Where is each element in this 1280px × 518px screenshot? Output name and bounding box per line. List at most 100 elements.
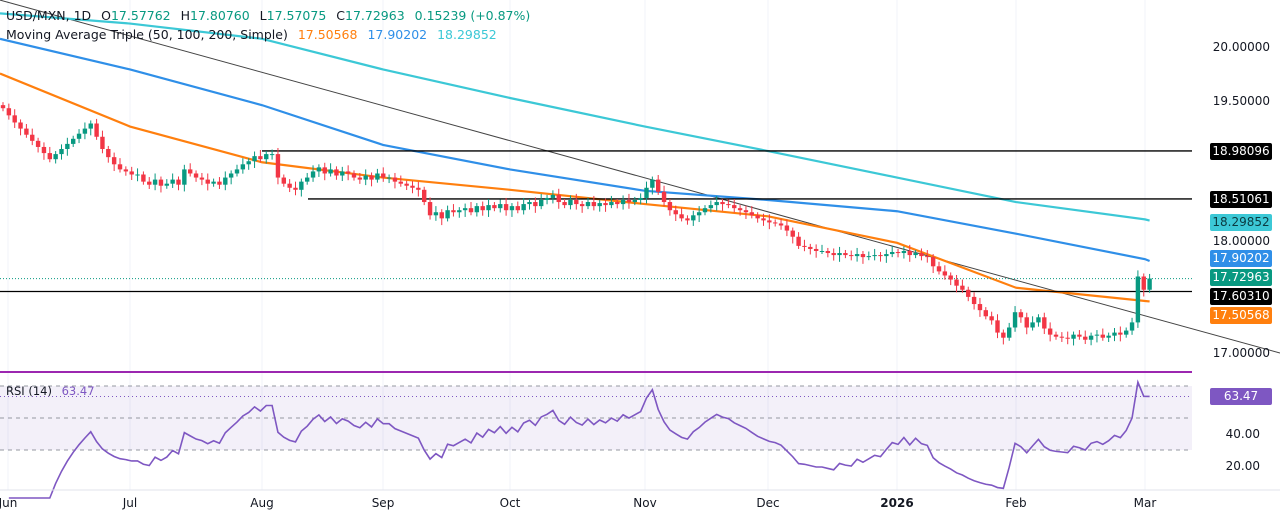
candle-body bbox=[117, 164, 123, 170]
rsi-line bbox=[8, 379, 1150, 499]
candle-body bbox=[457, 210, 462, 213]
candle-body bbox=[550, 194, 556, 198]
candle-body bbox=[310, 171, 316, 178]
candle-body bbox=[650, 179, 655, 188]
candle-body bbox=[784, 225, 790, 231]
candle-body bbox=[252, 156, 257, 162]
candle-body bbox=[1059, 336, 1065, 338]
candle-body bbox=[199, 177, 205, 180]
candle-body bbox=[737, 208, 743, 211]
candle-body bbox=[498, 204, 503, 209]
candle-body bbox=[275, 154, 281, 178]
candle-body bbox=[246, 161, 251, 165]
ma50-tag: 17.50568 bbox=[1210, 307, 1272, 324]
candle-body bbox=[410, 185, 415, 188]
level-tag-17-60: 17.60310 bbox=[1210, 288, 1272, 305]
candle-body bbox=[6, 108, 12, 116]
candle-body bbox=[94, 123, 99, 137]
candle-body bbox=[626, 200, 632, 203]
candle-body bbox=[433, 212, 439, 216]
candle-body bbox=[743, 210, 749, 213]
high-value: 17.80760 bbox=[190, 8, 250, 23]
candle-body bbox=[462, 208, 468, 211]
candle-body bbox=[1065, 337, 1070, 339]
candle-body bbox=[1047, 328, 1053, 335]
candle-body bbox=[919, 253, 924, 257]
candle-body bbox=[714, 202, 719, 206]
candle-body bbox=[451, 210, 456, 213]
candle-body bbox=[609, 202, 614, 206]
candle-body bbox=[925, 256, 930, 258]
ma200-value: 18.29852 bbox=[437, 27, 497, 42]
candle-body bbox=[948, 275, 953, 280]
candle-body bbox=[802, 245, 807, 247]
ma100-value: 17.90202 bbox=[367, 27, 428, 42]
candle-body bbox=[386, 177, 392, 179]
candle-body bbox=[445, 210, 450, 219]
low-label: L bbox=[259, 8, 267, 23]
candle-body bbox=[656, 179, 661, 192]
candle-body bbox=[106, 149, 111, 158]
candle-body bbox=[673, 210, 678, 215]
candle-body bbox=[322, 167, 327, 174]
candle-body bbox=[796, 236, 801, 246]
candle-body bbox=[71, 138, 76, 144]
candle-body bbox=[299, 181, 304, 190]
candle-body bbox=[837, 253, 842, 256]
candle-body bbox=[147, 181, 152, 185]
candle-body bbox=[152, 179, 158, 185]
candle-body bbox=[562, 202, 567, 206]
candle-body bbox=[363, 175, 368, 180]
candle-body bbox=[1071, 334, 1076, 339]
candle-body bbox=[954, 279, 959, 286]
candle-body bbox=[287, 183, 292, 188]
candle-body bbox=[1053, 334, 1059, 337]
candle-body bbox=[1094, 334, 1100, 336]
candle-body bbox=[281, 177, 286, 184]
candle-body bbox=[527, 202, 532, 205]
symbol-name: USD/MXN, 1D bbox=[6, 8, 92, 23]
candle-body bbox=[269, 154, 275, 156]
candle-body bbox=[831, 253, 836, 256]
candle-body bbox=[825, 251, 831, 254]
candle-body bbox=[685, 218, 690, 221]
candle-body bbox=[942, 271, 948, 276]
candle-body bbox=[492, 205, 497, 209]
candle-body bbox=[591, 202, 597, 207]
candle-body bbox=[732, 205, 737, 209]
level-tag-18-98: 18.98096 bbox=[1210, 143, 1272, 160]
candle-body bbox=[790, 230, 795, 237]
candle-body bbox=[12, 115, 17, 123]
candle-body bbox=[468, 208, 474, 213]
candle-body bbox=[1129, 322, 1135, 331]
candle-body bbox=[966, 289, 971, 297]
candle-body bbox=[480, 206, 485, 211]
candle-body bbox=[88, 123, 93, 129]
price-tick: 17.00000 bbox=[1212, 346, 1270, 360]
candle-body bbox=[702, 208, 708, 213]
candle-body bbox=[357, 177, 363, 180]
high-label: H bbox=[180, 8, 191, 23]
candle-body bbox=[41, 146, 47, 154]
candle-body bbox=[264, 154, 269, 160]
open-value: 17.57762 bbox=[110, 8, 171, 23]
candle-body bbox=[123, 169, 129, 172]
candle-body bbox=[1118, 332, 1123, 335]
last-price-tag: 17.72963 bbox=[1210, 269, 1272, 286]
candle-body bbox=[392, 177, 398, 182]
ma-line-200 bbox=[0, 12, 1150, 222]
candle-body bbox=[100, 136, 105, 149]
candle-body bbox=[404, 183, 409, 186]
date-tick: Oct bbox=[499, 496, 521, 510]
candle-body bbox=[53, 154, 58, 160]
candle-body bbox=[696, 212, 702, 216]
date-tick: Mar bbox=[1133, 496, 1157, 510]
candle-body bbox=[620, 200, 626, 205]
candle-body bbox=[556, 194, 561, 203]
candle-body bbox=[211, 181, 216, 184]
candle-body bbox=[644, 187, 649, 198]
candle-body bbox=[778, 223, 784, 226]
candle-body bbox=[638, 197, 643, 200]
candle-body bbox=[1001, 332, 1006, 338]
